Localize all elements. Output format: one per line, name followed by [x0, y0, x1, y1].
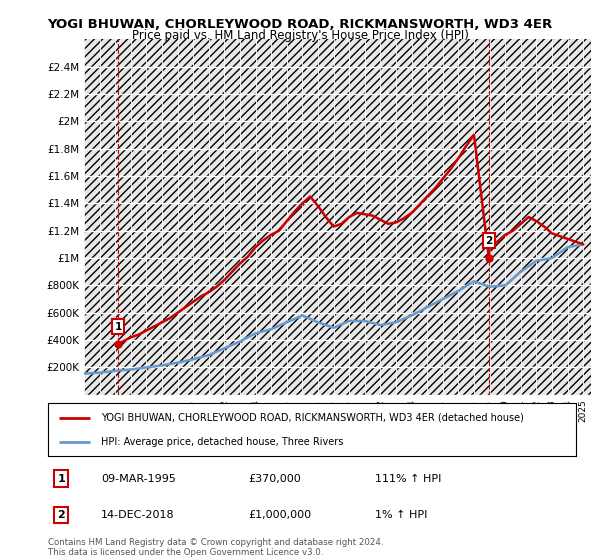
Text: HPI: Average price, detached house, Three Rivers: HPI: Average price, detached house, Thre… — [101, 437, 343, 447]
Text: 1% ↑ HPI: 1% ↑ HPI — [376, 510, 428, 520]
Text: YOGI BHUWAN, CHORLEYWOOD ROAD, RICKMANSWORTH, WD3 4ER: YOGI BHUWAN, CHORLEYWOOD ROAD, RICKMANSW… — [47, 18, 553, 31]
Text: £370,000: £370,000 — [248, 474, 301, 483]
Text: Price paid vs. HM Land Registry's House Price Index (HPI): Price paid vs. HM Land Registry's House … — [131, 29, 469, 42]
Text: 14-DEC-2018: 14-DEC-2018 — [101, 510, 175, 520]
Text: Contains HM Land Registry data © Crown copyright and database right 2024.
This d: Contains HM Land Registry data © Crown c… — [48, 538, 383, 557]
Text: 1: 1 — [115, 322, 122, 332]
Text: £1,000,000: £1,000,000 — [248, 510, 312, 520]
Text: 2: 2 — [58, 510, 65, 520]
Text: 1: 1 — [58, 474, 65, 483]
Text: YOGI BHUWAN, CHORLEYWOOD ROAD, RICKMANSWORTH, WD3 4ER (detached house): YOGI BHUWAN, CHORLEYWOOD ROAD, RICKMANSW… — [101, 413, 524, 423]
Text: 09-MAR-1995: 09-MAR-1995 — [101, 474, 176, 483]
Text: 2: 2 — [485, 236, 493, 246]
Text: 111% ↑ HPI: 111% ↑ HPI — [376, 474, 442, 483]
